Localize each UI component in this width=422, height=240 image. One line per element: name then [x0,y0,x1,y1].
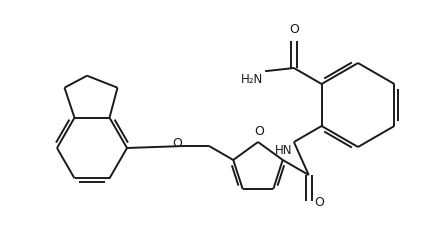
Text: O: O [315,197,325,210]
Text: O: O [289,23,299,36]
Text: O: O [172,138,182,150]
Text: H₂N: H₂N [241,73,263,86]
Text: HN: HN [274,144,292,157]
Text: O: O [254,125,264,138]
